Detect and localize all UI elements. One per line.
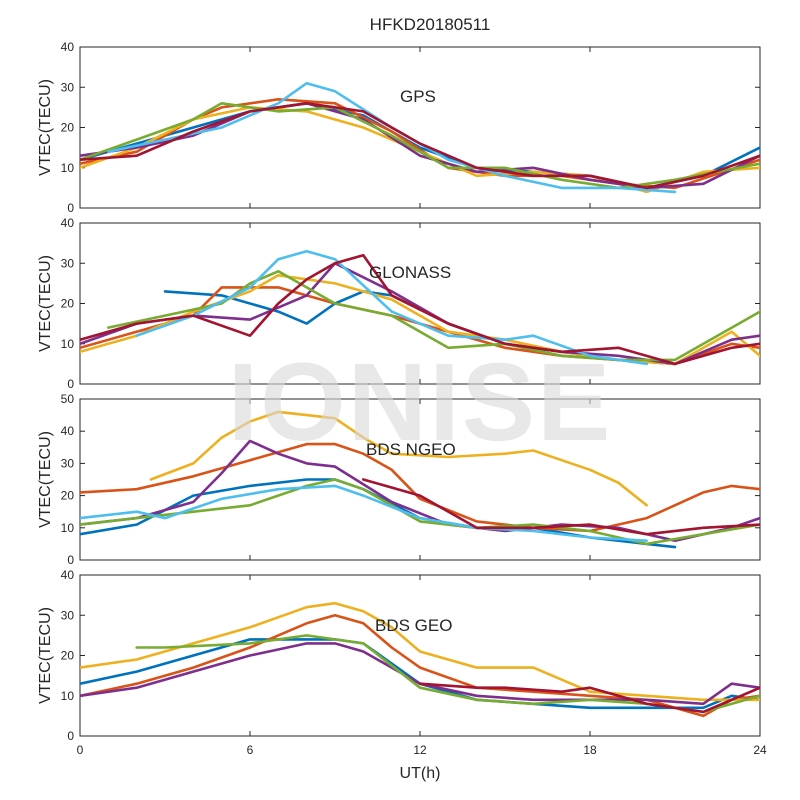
series-line-3 bbox=[80, 601, 760, 702]
y-tick-label: 0 bbox=[67, 553, 74, 567]
y-tick-label: 40 bbox=[61, 568, 75, 582]
series-line-5 bbox=[80, 478, 760, 546]
series-line-7 bbox=[362, 478, 760, 536]
x-tick-label: 18 bbox=[583, 743, 597, 757]
panel-1: 0 10 20 30 40 GPS VTEC(TECU) bbox=[37, 40, 761, 215]
y-tick-label: 0 bbox=[67, 377, 74, 391]
series-line-7 bbox=[80, 253, 760, 366]
watermark: IONISE bbox=[228, 341, 613, 464]
y-tick-label: 40 bbox=[61, 216, 75, 230]
panel-annotation: BDS GEO bbox=[375, 616, 452, 635]
y-tick-label: 30 bbox=[61, 608, 75, 622]
series-group bbox=[80, 410, 760, 549]
panel-2: 0 10 20 30 40 GLONASS VTEC(TECU) bbox=[37, 216, 761, 391]
y-tick-label: 10 bbox=[61, 689, 75, 703]
series-line-3 bbox=[149, 410, 648, 507]
y-axis-label: VTEC(TECU) bbox=[37, 255, 54, 352]
y-tick-label: 30 bbox=[61, 256, 75, 270]
series-line-6 bbox=[107, 81, 677, 194]
panel-annotation: GPS bbox=[400, 87, 436, 106]
panel-3: 0 10 20 30 40 50 BDS NGEO VTEC(TECU) bbox=[37, 392, 761, 567]
y-tick-label: 20 bbox=[61, 121, 75, 135]
series-line-6 bbox=[135, 249, 648, 366]
y-tick-label: 40 bbox=[61, 40, 75, 54]
series-line-7 bbox=[80, 102, 760, 190]
series-line-2 bbox=[80, 442, 760, 533]
y-tick-label: 0 bbox=[67, 201, 74, 215]
y-tick-label: 0 bbox=[67, 729, 74, 743]
y-tick-label: 30 bbox=[61, 80, 75, 94]
y-tick-label: 20 bbox=[61, 297, 75, 311]
y-tick-label: 40 bbox=[61, 424, 75, 438]
y-tick-label: 30 bbox=[61, 456, 75, 470]
series-group bbox=[80, 601, 760, 718]
y-tick-label: 20 bbox=[61, 489, 75, 503]
panels: 0 10 20 30 40 GPS VTEC(TECU) 0 10 20 30 40 GLONASS VT… bbox=[37, 40, 767, 757]
panel-annotation: BDS NGEO bbox=[366, 440, 456, 459]
x-tick-label: 24 bbox=[753, 743, 767, 757]
panel-annotation: GLONASS bbox=[369, 263, 451, 282]
y-axis-label: VTEC(TECU) bbox=[37, 607, 54, 704]
figure-title: HFKD20180511 bbox=[370, 15, 491, 34]
series-group bbox=[80, 249, 760, 366]
x-tick-label: 6 bbox=[247, 743, 254, 757]
series-group bbox=[80, 81, 760, 194]
y-tick-label: 20 bbox=[61, 649, 75, 663]
y-tick-label: 10 bbox=[61, 337, 75, 351]
series-line-6 bbox=[80, 484, 648, 542]
x-axis-label: UT(h) bbox=[400, 765, 441, 782]
y-axis-label: VTEC(TECU) bbox=[37, 431, 54, 528]
panel-4: 0 10 20 30 40 0 6 12 18 24 BDS GEO VTEC(TECU) bbox=[37, 568, 767, 757]
y-axis-label: VTEC(TECU) bbox=[37, 79, 54, 176]
y-tick-label: 10 bbox=[61, 161, 75, 175]
series-line-6 bbox=[418, 682, 760, 714]
plot-area bbox=[79, 46, 761, 209]
x-tick-label: 12 bbox=[413, 743, 427, 757]
x-tick-label: 0 bbox=[77, 743, 84, 757]
plot-area bbox=[79, 574, 761, 737]
y-tick-label: 10 bbox=[61, 521, 75, 535]
y-tick-label: 50 bbox=[61, 392, 75, 406]
